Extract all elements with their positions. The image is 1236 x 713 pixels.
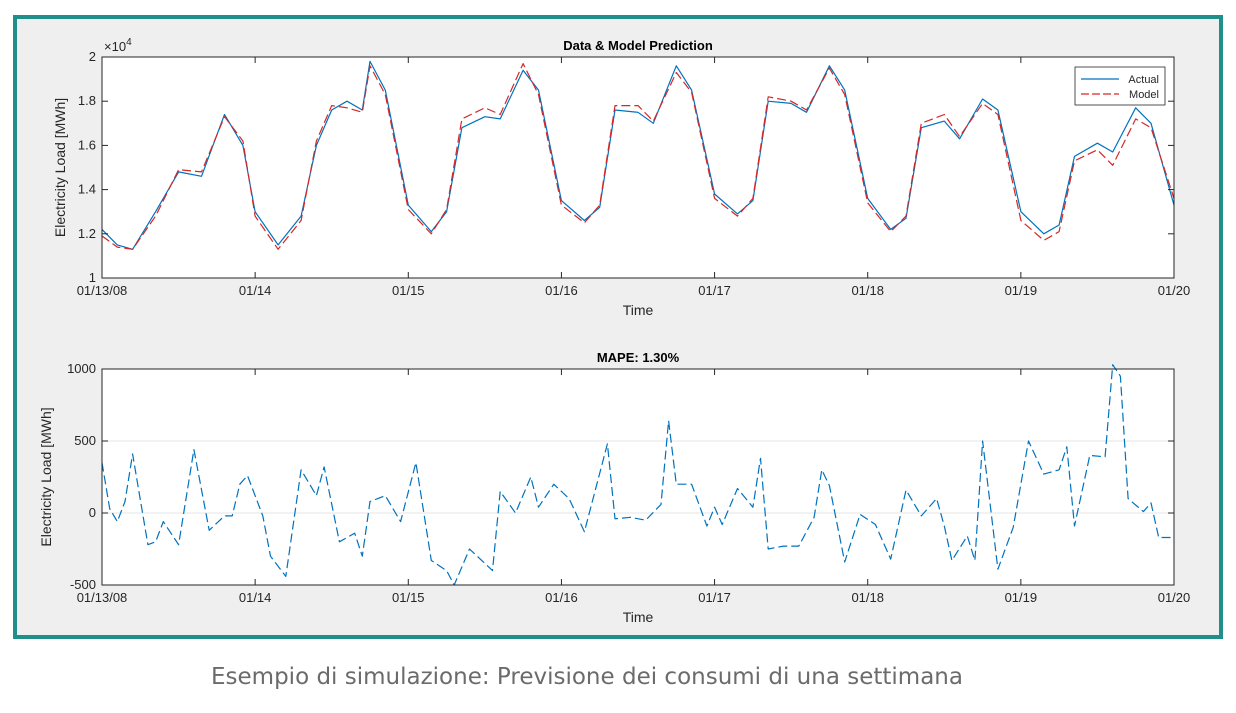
x-tick-label: 01/18 (851, 283, 884, 298)
x-tick-label: 01/18 (851, 590, 884, 605)
x-tick-label: 01/19 (1005, 283, 1038, 298)
y-exponent-label: ×104 (104, 37, 132, 54)
plot-area (102, 57, 1174, 278)
series-line-error (101, 364, 1174, 586)
figure-caption: Esempio di simulazione: Previsione dei c… (211, 664, 963, 690)
legend-box (1074, 66, 1166, 106)
legend-label-model: Model (1129, 89, 1159, 101)
y-tick-label: 1.2 (78, 226, 96, 241)
x-tick-label: 01/13/08 (77, 590, 128, 605)
y-tick-label: 1000 (67, 361, 96, 376)
series-line-model (101, 62, 1175, 250)
chart-2: 01/13/08 01/14 01/15 01/16 01/17 01/18 01/19 01… (38, 350, 1190, 625)
x-tick-label: 01/20 (1158, 283, 1191, 298)
y-tick-label: 500 (74, 433, 96, 448)
y-tick-label: 0 (89, 505, 96, 520)
x-axis-label: Time (623, 302, 654, 318)
y-tick-label: 1.6 (78, 137, 96, 152)
y-axis-label: Electricity Load [MWh] (52, 98, 68, 237)
axes-box (101, 56, 1175, 279)
y-exponent-power: 4 (126, 37, 132, 48)
x-tick-label: 01/13/08 (77, 283, 128, 298)
y-tick-label: -500 (70, 577, 96, 592)
x-tick-label: 01/16 (545, 590, 578, 605)
y-tick-label: 1.4 (78, 182, 96, 197)
figure-frame: 01/13/08 01/14 01/15 01/16 01/17 01/18 01/19 01… (13, 15, 1223, 639)
y-axis-label: Electricity Load [MWh] (38, 407, 54, 546)
y-tick-label: 1.8 (78, 93, 96, 108)
axes-box (101, 368, 1175, 586)
figure-canvas: 01/13/08 01/14 01/15 01/16 01/17 01/18 01/19 01… (38, 37, 1190, 625)
x-tick-label: 01/15 (392, 590, 425, 605)
y-tick-label: 1 (89, 270, 96, 285)
x-tick-label: 01/20 (1158, 590, 1191, 605)
x-tick-label: 01/17 (698, 590, 731, 605)
plot-area (102, 369, 1174, 585)
legend: Actual Model (1074, 66, 1166, 106)
x-tick-label: 01/15 (392, 283, 425, 298)
series-line-actual (101, 60, 1175, 250)
chart-title: Data & Model Prediction (563, 38, 713, 53)
y-tick-label: 2 (89, 49, 96, 64)
x-tick-label: 01/14 (239, 590, 272, 605)
chart-title: MAPE: 1.30% (597, 350, 680, 365)
x-tick-label: 01/19 (1005, 590, 1038, 605)
legend-label-actual: Actual (1128, 74, 1159, 86)
x-tick-label: 01/16 (545, 283, 578, 298)
chart-1: 01/13/08 01/14 01/15 01/16 01/17 01/18 01/19 01… (52, 37, 1190, 318)
x-tick-label: 01/14 (239, 283, 272, 298)
x-tick-label: 01/17 (698, 283, 731, 298)
x-axis-label: Time (623, 609, 654, 625)
